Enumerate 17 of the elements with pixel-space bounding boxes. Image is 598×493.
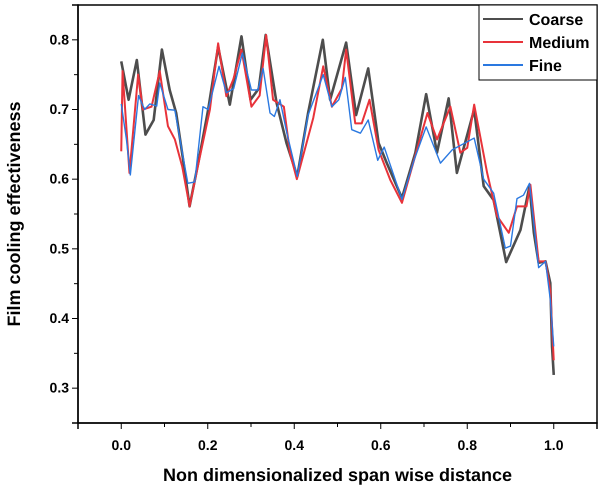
y-tick-label: 0.8 (50, 31, 70, 48)
y-tick-label: 0.6 (50, 170, 70, 187)
x-tick-label: 0.8 (458, 437, 478, 454)
x-tick-label: 0.0 (112, 437, 132, 454)
y-tick-label: 0.5 (50, 240, 70, 256)
y-tick-label: 0.4 (50, 310, 70, 326)
y-tick-label: 0.7 (50, 100, 70, 117)
x-tick-label: 1.0 (544, 437, 564, 454)
x-tick-label: 0.2 (198, 437, 218, 454)
y-tick-label: 0.3 (50, 380, 70, 396)
legend-label: Coarse (529, 12, 584, 29)
x-axis-title: Non dimensionalized span wise distance (162, 465, 512, 485)
legend-label: Fine (529, 58, 562, 75)
x-tick-label: 0.6 (371, 437, 391, 454)
y-axis-title: Film cooling effectiveness (4, 101, 24, 327)
legend-label: Medium (529, 35, 590, 52)
x-tick-label: 0.4 (284, 437, 304, 454)
